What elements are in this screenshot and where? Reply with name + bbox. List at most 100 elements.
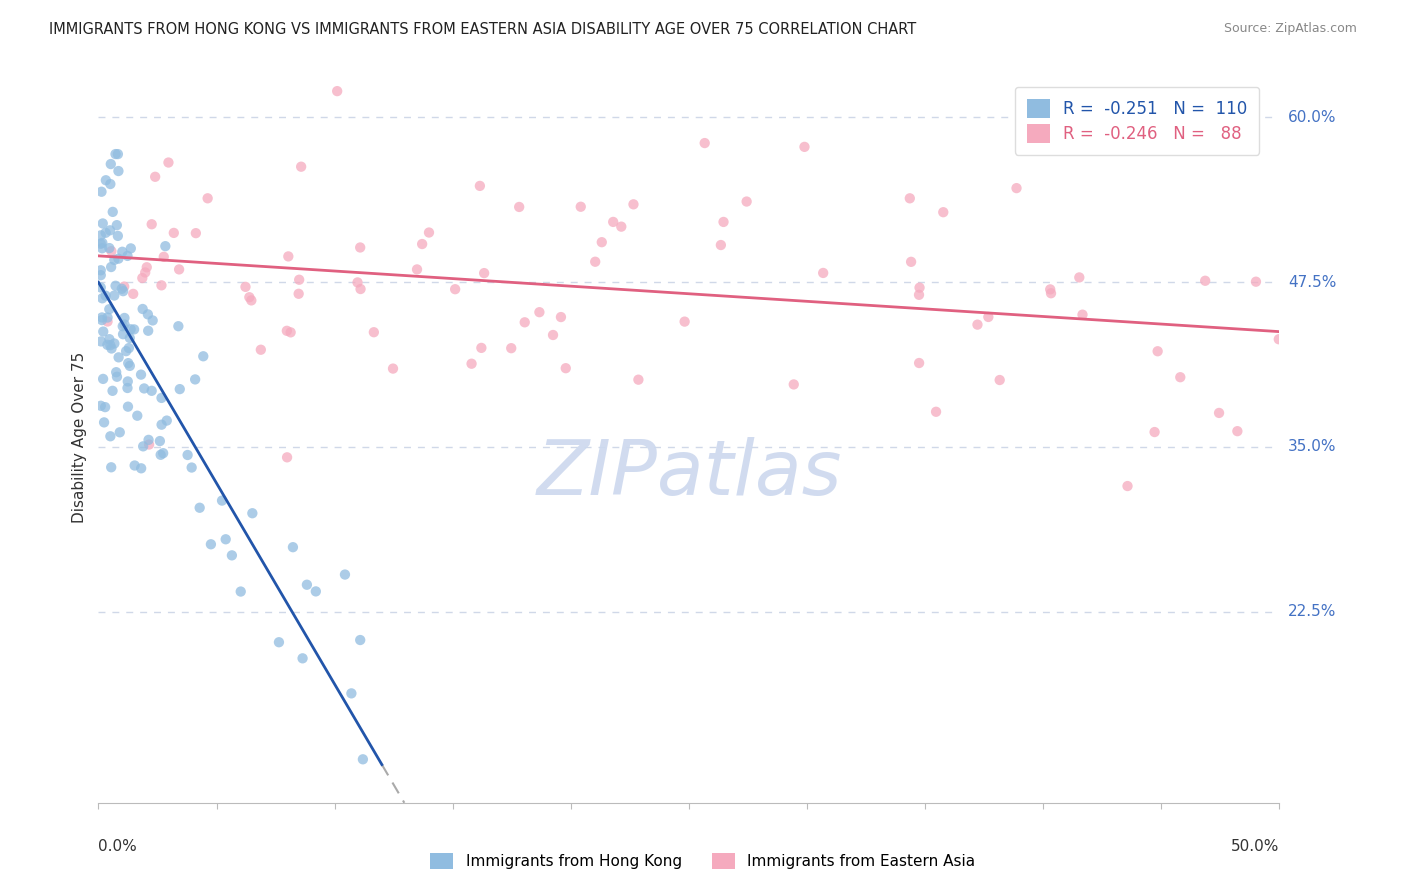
Point [91,291,114,305]
Point [134,381,156,395]
Point [908,288,931,302]
Point [583,254,606,268]
Point [235,280,257,294]
Point [610,219,633,234]
Point [91,241,114,255]
Point [932,205,955,219]
Text: 60.0%: 60.0% [1288,110,1336,125]
Point [91,235,114,250]
Point [100,157,122,171]
Point [211,493,233,508]
Point [98,241,121,255]
Point [98,223,121,237]
Point [290,160,312,174]
Point [138,433,160,447]
Point [444,282,467,296]
Point [150,391,173,405]
Point [623,197,645,211]
Point [513,315,536,329]
Point [1146,344,1168,359]
Point [117,381,139,395]
Point [713,215,735,229]
Point [470,341,492,355]
Point [472,266,495,280]
Point [693,136,716,150]
Point [100,342,122,356]
Point [468,178,491,193]
Point [267,635,290,649]
Point [418,226,440,240]
Point [240,293,263,308]
Point [550,310,572,324]
Point [117,400,139,414]
Point [131,301,153,316]
Point [90,236,112,251]
Point [602,215,624,229]
Point [167,319,190,334]
Point [295,578,318,592]
Point [1071,308,1094,322]
Point [229,584,252,599]
Point [141,384,163,398]
Point [111,244,134,259]
Point [117,356,139,370]
Point [276,324,298,338]
Point [152,446,174,460]
Point [118,341,141,355]
Point [460,357,482,371]
Point [541,328,564,343]
Point [96,314,118,328]
Point [411,237,433,252]
Point [131,271,153,285]
Point [908,356,931,370]
Point [627,373,650,387]
Point [163,226,186,240]
Point [167,262,190,277]
Point [673,315,696,329]
Point [90,228,112,243]
Legend: R =  -0.251   N =  110, R =  -0.246   N =   88: R = -0.251 N = 110, R = -0.246 N = 88 [1015,87,1260,154]
Point [150,417,173,432]
Text: IMMIGRANTS FROM HONG KONG VS IMMIGRANTS FROM EASTERN ASIA DISABILITY AGE OVER 75: IMMIGRANTS FROM HONG KONG VS IMMIGRANTS … [49,22,917,37]
Point [176,448,198,462]
Text: 0.0%: 0.0% [98,839,138,855]
Point [406,262,429,277]
Point [1244,275,1267,289]
Point [710,238,733,252]
Text: Source: ZipAtlas.com: Source: ZipAtlas.com [1223,22,1357,36]
Point [382,361,405,376]
Point [120,241,142,255]
Point [352,752,374,766]
Point [111,319,134,334]
Point [108,425,131,440]
Point [900,255,922,269]
Point [238,290,260,304]
Point [107,351,129,365]
Point [101,384,124,398]
Point [326,84,349,98]
Point [349,633,371,648]
Point [156,414,179,428]
Point [132,439,155,453]
Point [977,310,1000,324]
Point [112,279,135,293]
Point [91,217,114,231]
Point [94,173,117,187]
Point [107,164,129,178]
Point [90,268,112,282]
Point [103,336,125,351]
Point [1039,282,1062,296]
Point [105,218,128,232]
Point [1194,274,1216,288]
Point [1069,270,1091,285]
Point [591,235,613,250]
Point [925,405,948,419]
Point [152,250,174,264]
Point [114,310,136,325]
Point [117,249,139,263]
Point [184,226,207,240]
Legend: Immigrants from Hong Kong, Immigrants from Eastern Asia: Immigrants from Hong Kong, Immigrants fr… [425,847,981,875]
Text: 22.5%: 22.5% [1288,604,1336,619]
Point [94,288,117,302]
Point [1168,370,1191,384]
